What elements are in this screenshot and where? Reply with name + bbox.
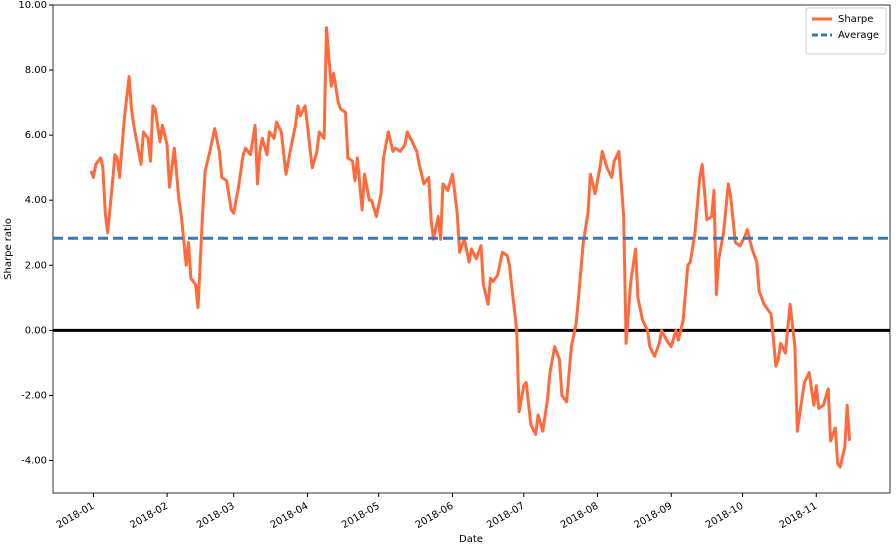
x-tick-label: 2018-10 bbox=[704, 501, 746, 531]
y-tick-label: 6.00 bbox=[25, 130, 47, 141]
y-tick-label: -2.00 bbox=[21, 390, 47, 401]
x-tick-label: 2018-07 bbox=[485, 501, 527, 531]
y-tick-label: 2.00 bbox=[25, 260, 47, 271]
sharpe-line bbox=[89, 26, 852, 469]
y-tick-label: 10.00 bbox=[18, 0, 47, 11]
legend-label: Sharpe bbox=[838, 14, 873, 25]
y-tick-label: 8.00 bbox=[25, 65, 47, 76]
y-tick-label: -4.00 bbox=[21, 455, 47, 466]
legend-label: Average bbox=[838, 30, 879, 41]
y-axis-label: Sharpe ratio bbox=[3, 218, 14, 280]
x-tick-label: 2018-04 bbox=[269, 501, 311, 531]
x-tick-label: 2018-01 bbox=[55, 501, 97, 531]
plot-frame bbox=[52, 4, 891, 494]
y-tick-label: 4.00 bbox=[25, 195, 47, 206]
x-tick-label: 2018-02 bbox=[128, 501, 170, 531]
legend: Sharpe Average bbox=[805, 7, 887, 55]
x-axis-label: Date bbox=[459, 534, 483, 545]
x-tick-label: 2018-03 bbox=[195, 501, 237, 531]
x-tick-label: 2018-05 bbox=[340, 501, 382, 531]
y-tick-label: 0.00 bbox=[25, 325, 47, 336]
x-tick-label: 2018-11 bbox=[778, 501, 820, 531]
x-tick-label: 2018-09 bbox=[633, 501, 675, 531]
x-tick-label: 2018-06 bbox=[414, 501, 456, 531]
x-tick-label: 2018-08 bbox=[559, 501, 601, 531]
